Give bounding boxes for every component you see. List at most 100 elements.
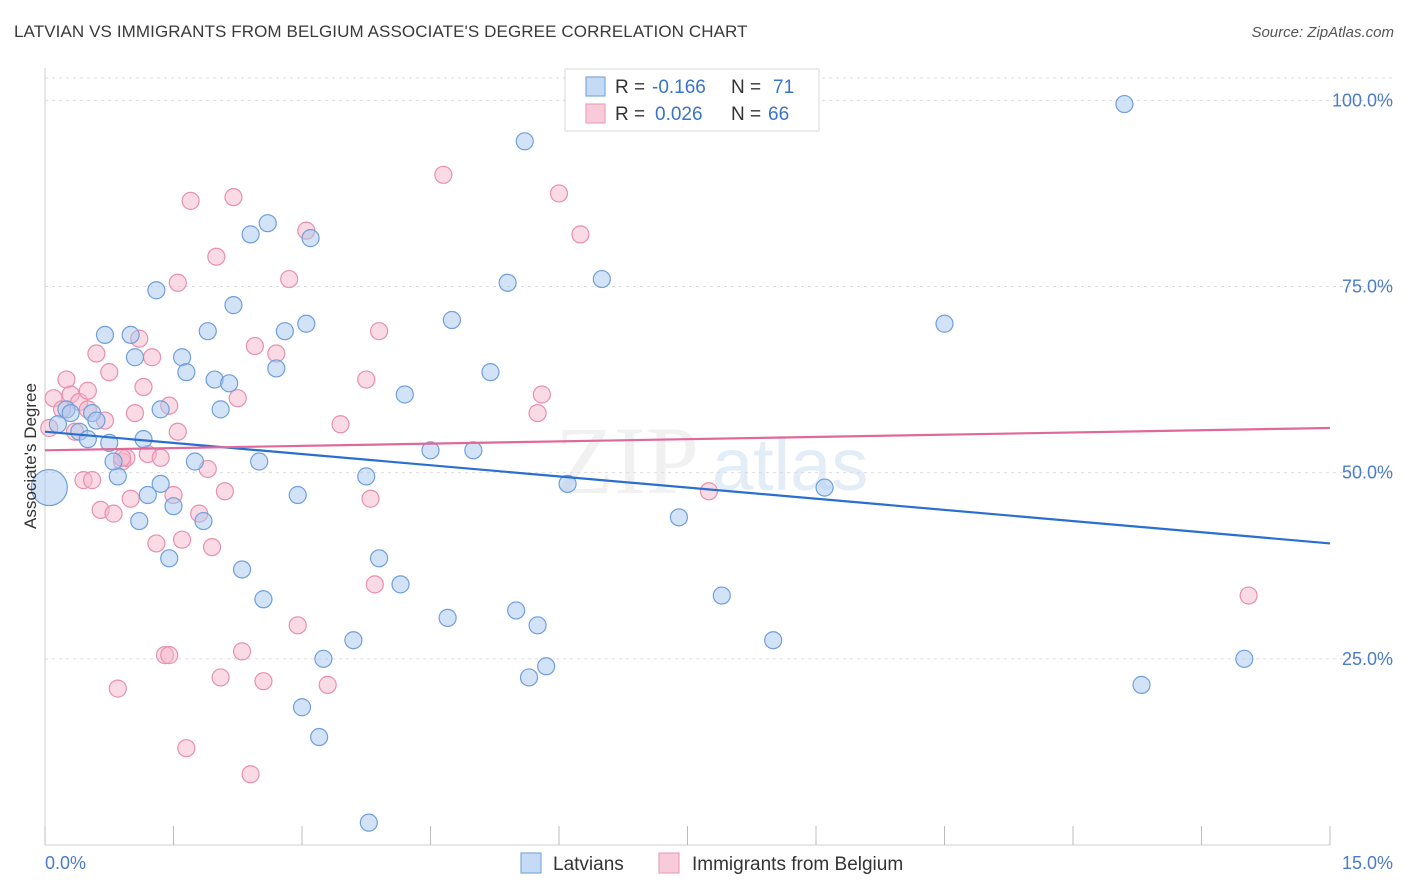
x-tick-label: 0.0%	[45, 853, 86, 873]
latvians-point	[558, 474, 577, 493]
latvians-point	[669, 508, 689, 527]
bottom-legend-latvians: Latvians	[553, 854, 624, 875]
belgium-point	[699, 482, 719, 501]
latvians-point	[344, 631, 363, 650]
latvians-point	[130, 511, 149, 531]
x-tick-label: 15.0%	[1342, 853, 1393, 873]
belgium-point	[224, 188, 243, 207]
legend-box	[564, 68, 820, 132]
belgium-point	[357, 370, 376, 389]
legend-r-label: R =	[615, 104, 645, 125]
latvians-point	[464, 441, 483, 460]
watermark-zip: ZIP	[555, 407, 699, 514]
belgium-point	[83, 471, 102, 490]
latvians-point	[301, 229, 320, 248]
latvians-point	[537, 657, 556, 676]
y-tick-label: 75.0%	[1342, 277, 1393, 297]
latvians-point	[1115, 94, 1134, 114]
bottom-legend-swatch-belgium	[658, 852, 680, 874]
latvians-point	[515, 132, 534, 151]
latvians-point	[61, 403, 80, 423]
latvians-point	[438, 608, 457, 627]
belgium-point	[177, 739, 196, 758]
belgium-point	[254, 672, 273, 691]
belgium-point	[280, 269, 299, 289]
belgium-point	[147, 534, 166, 553]
belgium-point	[100, 363, 119, 382]
latvians-point	[370, 549, 389, 568]
legend: R = -0.166 N = 71 R = 0.026 N = 66	[564, 68, 820, 132]
belgium-point	[104, 504, 123, 523]
latvians-point	[1235, 649, 1254, 668]
latvians-point	[194, 511, 213, 531]
belgium-point	[142, 348, 162, 367]
belgium-point	[207, 247, 226, 266]
latvians-point	[288, 485, 307, 505]
belgium-point	[434, 165, 453, 184]
latvians-point	[224, 296, 243, 315]
latvians-point	[250, 452, 269, 471]
latvians-point	[87, 411, 106, 430]
belgium-point	[528, 403, 547, 423]
belgium-point	[181, 191, 200, 210]
latvians-point	[151, 474, 170, 493]
belgium-point	[245, 336, 264, 356]
latvians-point	[519, 668, 539, 687]
latvians-point	[314, 649, 333, 668]
legend-r-label: R =	[615, 77, 645, 98]
legend-n-value-belgium: 66	[768, 104, 789, 125]
belgium-point	[228, 389, 247, 408]
latvians-point	[241, 225, 260, 244]
legend-n-value-latvians: 71	[773, 77, 794, 98]
legend-swatch-latvians	[585, 76, 606, 97]
latvians-point	[220, 374, 239, 393]
latvians-point	[185, 452, 205, 471]
latvians-point	[95, 325, 115, 345]
bottom-legend-belgium: Immigrants from Belgium	[692, 854, 903, 875]
latvians-trend-line	[44, 430, 1331, 545]
latvians-point	[481, 363, 500, 382]
latvians-point	[395, 385, 414, 404]
latvians-point	[254, 590, 273, 609]
latvians-point	[292, 698, 312, 717]
latvians-point	[1132, 675, 1151, 694]
latvians-point	[815, 478, 834, 497]
latvians-point	[310, 727, 329, 747]
belgium-point	[215, 482, 234, 501]
belgium-point	[288, 616, 307, 635]
latvians-point	[104, 452, 123, 471]
latvians-point	[121, 325, 140, 345]
latvians-point	[30, 468, 68, 507]
chart-title: LATVIAN VS IMMIGRANTS FROM BELGIUM ASSOC…	[14, 22, 748, 41]
belgium-point	[370, 322, 389, 341]
legend-r-value-belgium: 0.026	[655, 104, 703, 125]
latvians-point	[164, 497, 183, 516]
latvians-point	[357, 467, 376, 486]
latvians-point	[592, 269, 611, 289]
belgium-point	[241, 765, 260, 784]
belgium-point	[361, 489, 380, 508]
belgium-point	[1239, 586, 1258, 605]
latvians-point	[151, 400, 170, 419]
legend-swatch-belgium	[585, 103, 606, 124]
y-axis-label: Associate's Degree	[21, 383, 40, 529]
latvians-point	[198, 322, 217, 341]
belgium-point	[571, 225, 590, 244]
belgium-point	[121, 489, 140, 508]
belgium-point	[108, 679, 127, 698]
latvians-point	[125, 348, 145, 367]
belgium-point	[318, 675, 337, 694]
belgium-point	[151, 448, 170, 467]
y-tick-label: 100.0%	[1332, 90, 1393, 110]
belgium-point	[232, 642, 252, 661]
belgium-point	[134, 377, 153, 397]
latvians-point	[712, 586, 731, 605]
belgium-point	[211, 668, 230, 687]
source-credit: Source: ZipAtlas.com	[1251, 24, 1394, 41]
points-layer	[30, 94, 1258, 832]
latvians-point	[421, 441, 440, 460]
latvians-point	[528, 616, 547, 635]
latvians-point	[764, 631, 783, 650]
belgium-point	[549, 184, 569, 203]
